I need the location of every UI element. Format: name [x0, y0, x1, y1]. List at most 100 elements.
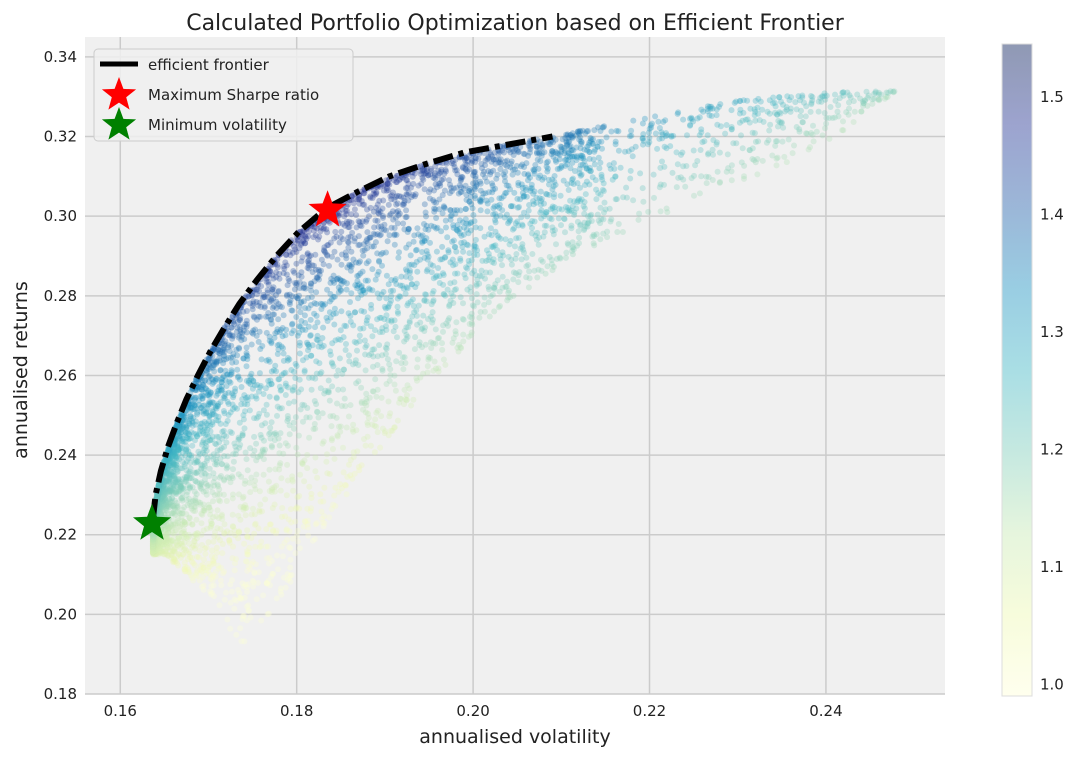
- portfolio-point: [729, 107, 735, 113]
- portfolio-point: [244, 350, 250, 356]
- portfolio-point: [251, 434, 257, 440]
- portfolio-point: [288, 506, 294, 512]
- portfolio-point: [558, 222, 564, 228]
- portfolio-point: [471, 268, 477, 274]
- portfolio-point: [591, 240, 597, 246]
- portfolio-point: [286, 544, 292, 550]
- portfolio-point: [563, 255, 569, 261]
- portfolio-point: [305, 250, 311, 256]
- portfolio-point: [243, 512, 249, 518]
- portfolio-point: [730, 140, 736, 146]
- portfolio-point: [396, 293, 402, 299]
- portfolio-point: [374, 316, 380, 322]
- portfolio-point: [519, 256, 525, 262]
- portfolio-point: [280, 325, 286, 331]
- portfolio-point: [388, 277, 394, 283]
- portfolio-point: [346, 352, 352, 358]
- portfolio-point: [400, 221, 406, 227]
- portfolio-point: [753, 139, 759, 145]
- portfolio-point: [371, 231, 377, 237]
- portfolio-point: [270, 527, 276, 533]
- portfolio-point: [244, 589, 250, 595]
- portfolio-point: [620, 194, 626, 200]
- portfolio-point: [447, 207, 453, 213]
- portfolio-point: [549, 224, 555, 230]
- portfolio-point: [209, 489, 215, 495]
- portfolio-point: [435, 335, 441, 341]
- portfolio-point: [244, 533, 250, 539]
- portfolio-point: [450, 257, 456, 263]
- portfolio-point: [649, 121, 655, 127]
- portfolio-point: [229, 589, 235, 595]
- portfolio-point: [550, 204, 556, 210]
- portfolio-point: [195, 449, 201, 455]
- portfolio-point: [526, 268, 532, 274]
- portfolio-point: [278, 592, 284, 598]
- portfolio-point: [691, 148, 697, 154]
- portfolio-point: [383, 295, 389, 301]
- portfolio-point: [241, 613, 247, 619]
- portfolio-point: [209, 553, 215, 559]
- portfolio-point: [434, 273, 440, 279]
- portfolio-point: [395, 418, 401, 424]
- portfolio-point: [236, 471, 242, 477]
- portfolio-point: [627, 133, 633, 139]
- portfolio-point: [224, 528, 230, 534]
- portfolio-point: [227, 626, 233, 632]
- portfolio-point: [588, 135, 594, 141]
- portfolio-point: [403, 291, 409, 297]
- portfolio-point: [770, 95, 776, 101]
- portfolio-point: [563, 250, 569, 256]
- portfolio-point: [299, 402, 305, 408]
- portfolio-point: [363, 443, 369, 449]
- portfolio-point: [274, 553, 280, 559]
- portfolio-point: [329, 423, 335, 429]
- portfolio-point: [808, 93, 814, 99]
- portfolio-point: [394, 334, 400, 340]
- portfolio-point: [803, 113, 809, 119]
- portfolio-point: [272, 363, 278, 369]
- portfolio-point: [497, 166, 503, 172]
- portfolio-point: [765, 109, 771, 115]
- portfolio-point: [729, 162, 735, 168]
- portfolio-point: [780, 139, 786, 145]
- portfolio-point: [363, 278, 369, 284]
- portfolio-point: [348, 402, 354, 408]
- portfolio-point: [559, 163, 565, 169]
- portfolio-point: [395, 220, 401, 226]
- portfolio-point: [295, 528, 301, 534]
- portfolio-point: [264, 580, 270, 586]
- portfolio-point: [321, 244, 327, 250]
- portfolio-point: [293, 445, 299, 451]
- portfolio-point: [341, 334, 347, 340]
- portfolio-point: [283, 585, 289, 591]
- portfolio-point: [327, 413, 333, 419]
- portfolio-point: [392, 231, 398, 237]
- portfolio-point: [807, 144, 813, 150]
- portfolio-point: [627, 176, 633, 182]
- portfolio-point: [822, 90, 828, 96]
- portfolio-point: [556, 215, 562, 221]
- portfolio-point: [366, 258, 372, 264]
- portfolio-point: [636, 211, 642, 217]
- portfolio-point: [297, 545, 303, 551]
- portfolio-point: [261, 472, 267, 478]
- portfolio-point: [304, 506, 310, 512]
- portfolio-point: [224, 498, 230, 504]
- portfolio-point: [250, 328, 256, 334]
- portfolio-point: [740, 118, 746, 124]
- portfolio-point: [346, 310, 352, 316]
- portfolio-point: [374, 250, 380, 256]
- portfolio-point: [318, 499, 324, 505]
- portfolio-point: [478, 207, 484, 213]
- portfolio-point: [380, 250, 386, 256]
- portfolio-point: [284, 492, 290, 498]
- portfolio-point: [275, 316, 281, 322]
- portfolio-point: [243, 450, 249, 456]
- portfolio-point: [264, 358, 270, 364]
- portfolio-point: [324, 315, 330, 321]
- portfolio-point: [375, 291, 381, 297]
- portfolio-point: [597, 236, 603, 242]
- portfolio-point: [236, 345, 242, 351]
- portfolio-point: [411, 232, 417, 238]
